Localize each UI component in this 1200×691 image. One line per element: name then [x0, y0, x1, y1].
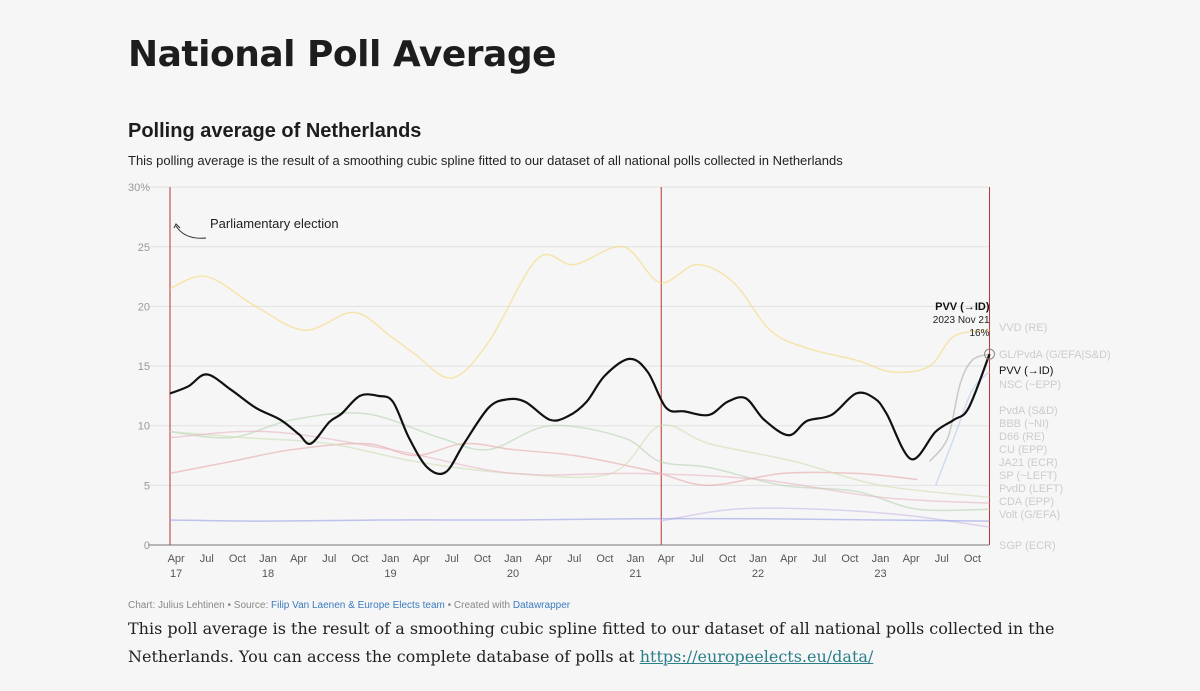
series-line-sp-left-	[169, 430, 990, 504]
description-text: This poll average is the result of a smo…	[128, 619, 1055, 666]
annotation-arrow	[175, 225, 207, 239]
end-label: Volt (G/EFA)	[999, 509, 1060, 521]
x-tick-year: 17	[170, 568, 182, 580]
tooltip-date: 2023 Nov 21	[933, 315, 990, 326]
description: This poll average is the result of a smo…	[128, 615, 1128, 671]
x-tick-label: Jan	[382, 553, 400, 565]
x-tick-label: Jan	[627, 553, 645, 565]
end-label: D66 (RE)	[999, 431, 1045, 443]
x-tick-label: Apr	[168, 553, 185, 565]
x-tick-label: Oct	[596, 553, 613, 565]
chart-footer: Chart: Julius Lehtinen • Source: Filip V…	[128, 600, 570, 611]
end-label: CDA (EPP)	[999, 496, 1054, 508]
page-title: National Poll Average	[128, 34, 557, 75]
end-label: PvdA (S&D)	[999, 405, 1058, 417]
x-tick-year: 22	[752, 568, 764, 580]
x-tick-year: 21	[629, 568, 641, 580]
x-tick-label: Apr	[903, 553, 920, 565]
x-tick-label: Jul	[322, 553, 336, 565]
series-line-sgp-ecr-	[169, 517, 990, 522]
x-tick-year: 20	[507, 568, 519, 580]
series-line-d66-re-	[169, 424, 990, 499]
series-line-nsc-epp-	[934, 371, 991, 486]
y-tick-label: 10	[138, 421, 150, 433]
x-tick-label: Oct	[229, 553, 246, 565]
chart-title: Polling average of Netherlands	[128, 120, 422, 142]
x-tick-label: Jul	[445, 553, 459, 565]
end-label: GL/PvdA (G/EFA|S&D)	[999, 349, 1111, 361]
y-tick-label: 25	[138, 242, 150, 254]
source-link[interactable]: Filip Van Laenen & Europe Elects team	[271, 600, 445, 611]
x-tick-label: Jul	[690, 553, 704, 565]
x-tick-year: 18	[262, 568, 274, 580]
poll-chart: 0 5 10 15 20 25 30% Apr 17 Jul Oct Jan 18 Apr Jul Oct Ja…	[128, 182, 1111, 580]
end-label: CU (EPP)	[999, 444, 1047, 456]
x-tick-label: Apr	[658, 553, 675, 565]
x-tick-label: Apr	[413, 553, 430, 565]
x-tick-label: Jan	[749, 553, 767, 565]
series-line-pvv-id-	[169, 353, 991, 476]
end-label: NSC (~EPP)	[999, 379, 1061, 391]
end-label: PVV (→ID)	[999, 365, 1053, 377]
election-annotation: Parliamentary election	[210, 216, 339, 231]
hover-marker	[984, 348, 996, 360]
x-tick-label: Apr	[780, 553, 797, 565]
x-tick-label: Jan	[259, 553, 277, 565]
x-tick-label: Oct	[964, 553, 981, 565]
y-tick-label: 15	[138, 361, 150, 373]
tooltip-party: PVV (→ID)	[935, 301, 990, 313]
x-tick-year: 19	[384, 568, 396, 580]
x-tick-label: Jan	[504, 553, 522, 565]
created-text: • Created with	[444, 600, 513, 611]
series-line-gl-pvda-g-efa-s-d-	[928, 353, 990, 462]
series-line-cda-epp-	[169, 412, 990, 512]
end-label: JA21 (ECR)	[999, 457, 1058, 469]
series-line-volt-g-efa-	[659, 507, 990, 528]
x-tick-label: Oct	[719, 553, 736, 565]
x-tick-label: Jul	[200, 553, 214, 565]
end-label: SP (~LEFT)	[999, 470, 1057, 482]
x-tick-year: 23	[874, 568, 886, 580]
x-tick-label: Jan	[872, 553, 890, 565]
end-label: VVD (RE)	[999, 322, 1047, 334]
x-tick-label: Jul	[567, 553, 581, 565]
database-link[interactable]: https://europeelects.eu/data/	[639, 647, 874, 666]
x-tick-label: Oct	[841, 553, 858, 565]
y-tick-label: 5	[144, 480, 150, 492]
x-tick-label: Apr	[535, 553, 552, 565]
y-tick-label: 30%	[128, 182, 150, 194]
x-tick-label: Jul	[935, 553, 949, 565]
tooltip-value: 16%	[970, 328, 990, 339]
x-tick-label: Jul	[812, 553, 826, 565]
datawrapper-link[interactable]: Datawrapper	[512, 600, 571, 611]
series-line-vvd-re-	[169, 245, 990, 379]
credit-text: Chart: Julius Lehtinen • Source:	[128, 600, 272, 611]
y-tick-label: 20	[138, 301, 150, 313]
end-label: BBB (~NI)	[999, 418, 1049, 430]
end-label: SGP (ECR)	[999, 540, 1056, 552]
chart-subtitle: This polling average is the result of a …	[128, 153, 843, 168]
arrow-head-icon	[173, 223, 181, 229]
x-tick-label: Oct	[351, 553, 368, 565]
y-tick-label: 0	[144, 540, 150, 552]
x-tick-label: Apr	[290, 553, 307, 565]
x-tick-label: Oct	[474, 553, 491, 565]
end-label: PvdD (LEFT)	[999, 483, 1063, 495]
series-line-pvda-s-d-	[169, 442, 918, 487]
